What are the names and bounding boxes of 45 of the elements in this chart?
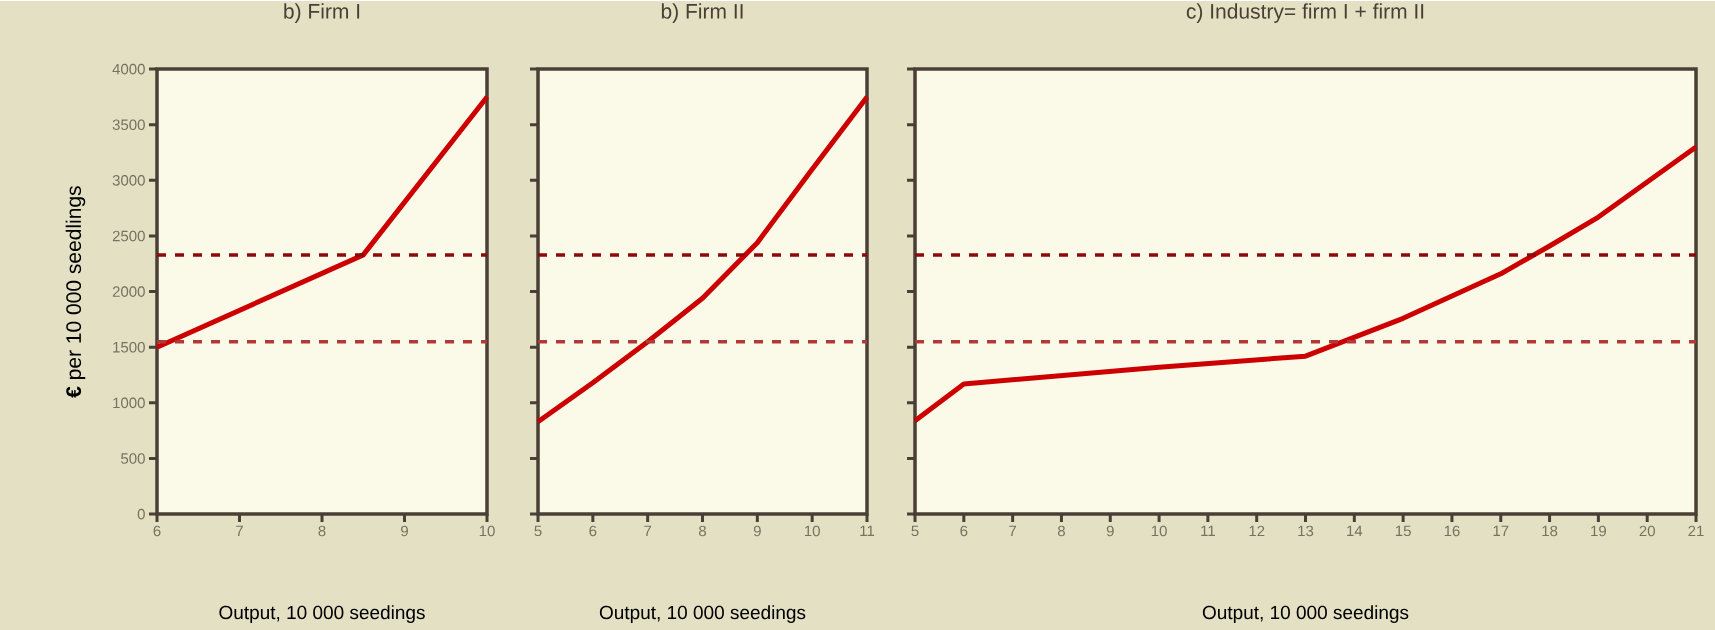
x-tick-label: 17 [1493,525,1509,536]
y-tick-label: 3500 [112,119,145,130]
x-tick-label: 5 [911,525,919,537]
y-tick-label: 500 [121,453,145,464]
y-tick-label: 4000 [112,63,145,75]
x-tick-label: 9 [753,525,761,537]
x-tick-label: 16 [1444,525,1460,537]
x-tick-label: 8 [699,525,707,537]
x-tick-label: 18 [1542,525,1558,537]
x-tick-label: 6 [153,525,161,537]
x-tick-label: 8 [1057,525,1065,537]
x-tick-label: 6 [589,525,597,537]
chart-title: b) Firm II [661,3,743,23]
x-tick-label: 13 [1298,525,1314,537]
x-axis-title: Output, 10 000 seedings [1202,605,1409,623]
x-tick-label: 6 [960,525,968,537]
x-tick-label: 14 [1347,525,1363,536]
chart-title: b) Firm I [284,3,360,23]
x-tick-label: 10 [804,525,820,537]
x-tick-label: 7 [644,525,652,536]
x-tick-label: 9 [401,525,408,537]
x-tick-label: 20 [1639,525,1655,537]
x-tick-label: 11 [1201,525,1215,536]
x-tick-label: 5 [534,525,542,537]
y-tick-label: 0 [137,508,145,520]
x-tick-label: 7 [236,525,243,536]
y-tick-label: 1500 [113,341,145,353]
x-tick-label: 15 [1395,525,1411,537]
x-tick-label: 11 [860,525,875,536]
x-tick-label: 12 [1249,525,1265,537]
x-tick-label: 10 [479,525,495,537]
x-tick-label: 7 [1009,525,1017,536]
y-tick-label: 2000 [112,286,145,297]
x-tick-label: 19 [1591,525,1607,537]
y-tick-label: 1000 [113,397,145,409]
chart-title: c) Industry= firm I + firm II [1186,3,1424,23]
y-tick-label: 2500 [112,230,145,242]
x-tick-label: 21 [1688,525,1704,537]
x-axis-title: Output, 10 000 seedings [599,605,806,623]
x-axis-title: Output, 10 000 seedings [219,605,425,623]
x-tick-label: 8 [318,525,326,537]
x-tick-label: 10 [1151,525,1167,537]
y-tick-label: 3000 [112,175,145,186]
x-tick-label: 9 [1106,525,1114,537]
y-axis-title: € per 10 000 seedlings [65,186,86,398]
